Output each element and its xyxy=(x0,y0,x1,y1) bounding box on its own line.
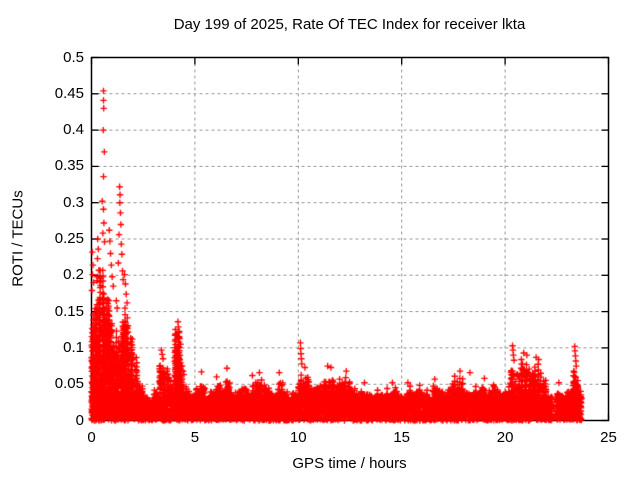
x-tick-label: 5 xyxy=(190,429,200,446)
y-tick-label: 0.1 xyxy=(63,338,84,356)
y-tick-label: 0.3 xyxy=(63,193,84,211)
x-tick-label: 15 xyxy=(393,429,411,446)
y-tick-label: 0.2 xyxy=(63,266,84,284)
y-tick-label: 0.4 xyxy=(63,121,84,139)
y-tick-label: 0.45 xyxy=(54,84,84,102)
y-tick-label: 0 xyxy=(75,411,84,429)
y-tick-label: 0.35 xyxy=(54,157,84,175)
x-tick-label: 20 xyxy=(496,429,514,446)
y-tick-label: 0.15 xyxy=(54,302,84,320)
y-tick-label: 0.5 xyxy=(63,48,84,66)
y-tick-label: 0.25 xyxy=(54,230,84,247)
x-tick-label: 25 xyxy=(600,429,617,446)
x-tick-label: 0 xyxy=(87,429,96,446)
y-tick-label: 0.05 xyxy=(54,375,84,393)
x-tick-label: 10 xyxy=(289,429,307,446)
